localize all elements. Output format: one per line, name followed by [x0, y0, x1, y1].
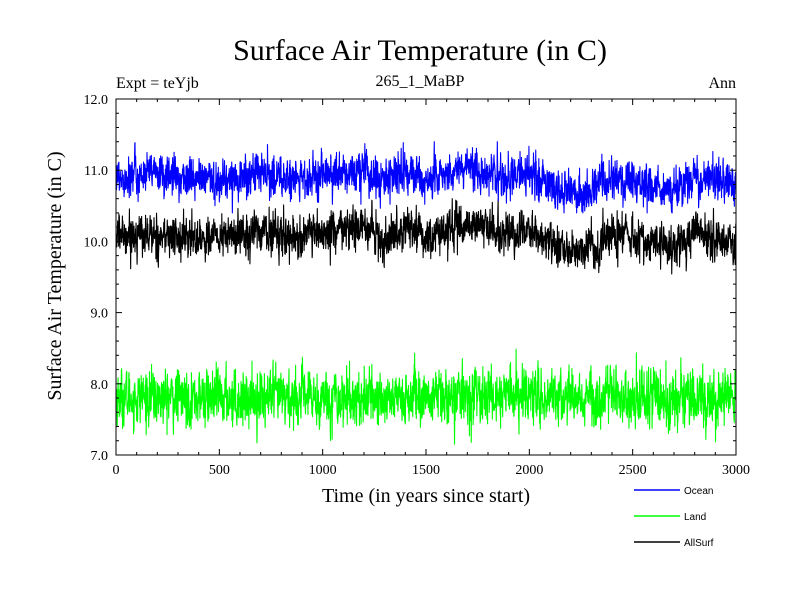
y-tick-label: 11.0	[84, 164, 108, 179]
x-axis-label: Time (in years since start)	[322, 485, 530, 507]
legend: Ocean Land AllSurf	[634, 486, 714, 549]
x-tick-label: 2000	[515, 463, 543, 478]
y-tick-label: 8.0	[91, 378, 109, 393]
legend-label-ocean: Ocean	[684, 486, 713, 497]
y-tick-label: 9.0	[91, 307, 109, 322]
y-tick-label: 10.0	[84, 235, 109, 250]
x-tick-label: 0	[113, 463, 120, 478]
series-line-allsurf	[115, 198, 737, 275]
legend-label-land: Land	[684, 512, 706, 523]
x-tick-label: 500	[209, 463, 230, 478]
x-tick-label: 1500	[412, 463, 440, 478]
chart-title: Surface Air Temperature (in C)	[233, 34, 607, 67]
legend-label-allsurf: AllSurf	[684, 538, 714, 549]
y-tick-label: 12.0	[84, 93, 109, 108]
y-tick-label: 7.0	[91, 449, 109, 464]
series-line-ocean	[115, 141, 737, 214]
chart-subtitle: 265_1_MaBP	[376, 73, 465, 90]
x-tick-label: 3000	[722, 463, 750, 478]
period-label: Ann	[708, 75, 736, 92]
tick-layer: 0 500 1000 1500 2000 2500 3000 7.0 8.0 9.0 10.0 11.…	[84, 93, 751, 478]
y-axis-label: Surface Air Temperature (in C)	[44, 151, 66, 400]
x-tick-label: 2500	[619, 463, 647, 478]
series-layer	[115, 141, 737, 445]
experiment-label: Expt = teYjb	[116, 75, 199, 92]
x-tick-label: 1000	[309, 463, 337, 478]
series-line-land	[115, 348, 737, 445]
